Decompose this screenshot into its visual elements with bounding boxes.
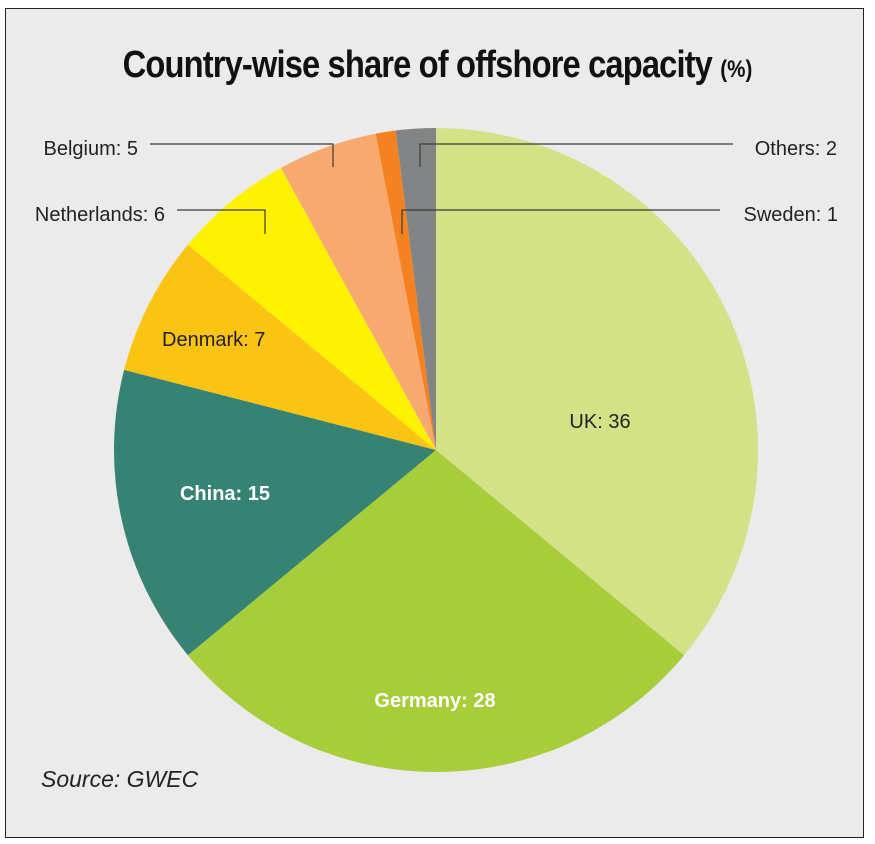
pie-slice-others bbox=[395, 128, 436, 450]
leader-line-belgium bbox=[150, 143, 334, 167]
pie-slices bbox=[114, 128, 759, 773]
slice-label-denmark: Denmark: 7 bbox=[162, 329, 265, 351]
slice-label-china: China: 15 bbox=[180, 483, 270, 505]
pie-slice-china bbox=[114, 369, 436, 656]
slice-label-uk: UK: 36 bbox=[569, 411, 630, 433]
leader-line-netherlands bbox=[177, 209, 266, 234]
leader-line-sweden bbox=[401, 209, 720, 234]
chart-title-text: Country-wise share of offshore capacity bbox=[122, 44, 713, 86]
source-note: Source: GWEC bbox=[41, 766, 199, 792]
slice-label-germany: Germany: 28 bbox=[374, 690, 495, 712]
slice-label-others: Others: 2 bbox=[755, 138, 837, 160]
slice-label-sweden: Sweden: 1 bbox=[743, 204, 838, 226]
pie-slice-netherlands bbox=[187, 167, 436, 450]
pie-slice-denmark bbox=[124, 244, 437, 450]
slice-label-belgium: Belgium: 5 bbox=[44, 138, 139, 160]
chart-title-unit: (%) bbox=[720, 56, 753, 83]
chart-title: Country-wise share of offshore capacity … bbox=[61, 44, 814, 87]
leader-line-others bbox=[419, 143, 733, 167]
pie-slice-uk bbox=[436, 128, 759, 656]
pie-slice-sweden bbox=[375, 130, 436, 451]
pie-slice-belgium bbox=[280, 133, 436, 450]
pie-labels: UK: 36 Germany: 28 China: 15 Denmark: 7 Neth… bbox=[35, 138, 838, 712]
pie-slice-germany bbox=[187, 450, 685, 773]
slice-label-netherlands: Netherlands: 6 bbox=[35, 204, 165, 226]
